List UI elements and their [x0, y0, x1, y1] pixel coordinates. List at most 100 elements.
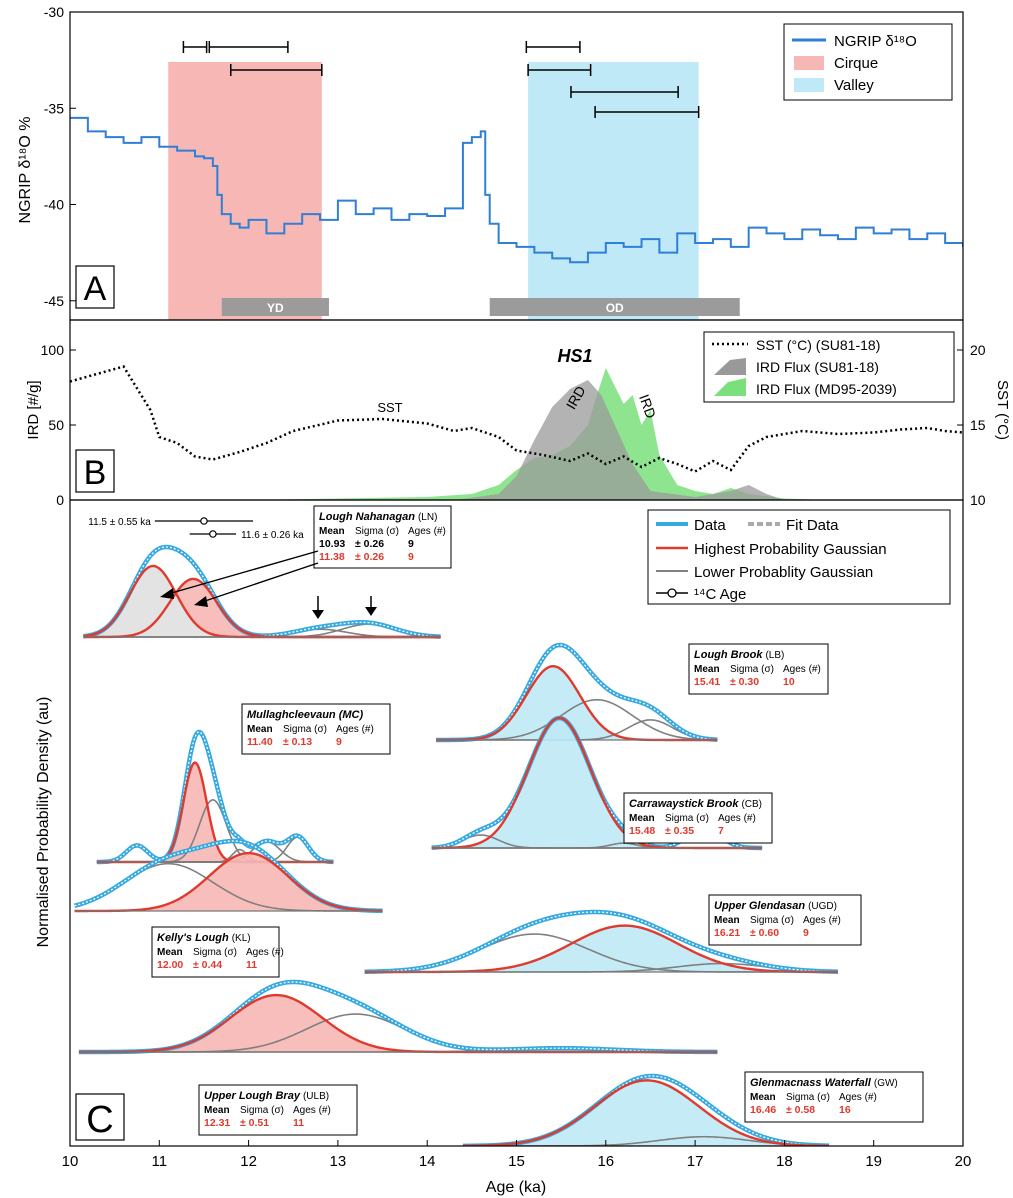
site-code: (LN): [418, 512, 437, 523]
c14-age-label: 11.6 ± 0.26 ka: [241, 530, 304, 541]
site-table-value: 11: [246, 959, 257, 971]
high-gaussian-line: [462, 1079, 830, 1146]
x-tick-label: 15: [508, 1153, 525, 1170]
site-table-header: Sigma (σ): [730, 664, 774, 675]
y-tick-label: 0: [56, 492, 64, 508]
high-gaussian-fill: [364, 925, 838, 972]
panel-c-ylabel: Normalised Probability Density (au): [35, 697, 52, 948]
y-tick-label: -45: [44, 293, 64, 309]
high-gaussian-fill: [462, 1080, 830, 1146]
site-table-box: [198, 1084, 358, 1136]
fit-data-curve: [436, 644, 718, 741]
site-table-value: 9: [336, 736, 342, 748]
x-tick-label: 17: [687, 1153, 704, 1170]
panel-b-y2label: SST (°C): [994, 380, 1011, 440]
legend-ird-su-label: IRD Flux (SU81-18): [756, 359, 879, 375]
site-curves: [83, 544, 441, 639]
sst-label: SST: [377, 400, 402, 415]
site-table-box: [151, 926, 280, 978]
site-code: (CB): [741, 799, 762, 810]
panel-a-ylabel: NGRIP δ¹⁸O %: [17, 117, 34, 224]
cirque-band: [168, 62, 322, 320]
y2-tick-label: 10: [970, 492, 986, 508]
site-table-value: 12.00: [157, 959, 183, 971]
panel-c-xlabel: Age (ka): [486, 1179, 546, 1196]
site-table-value: ± 0.13: [283, 736, 312, 748]
legend-ird-md-swatch: [714, 378, 746, 396]
site-table-header: Ages (#): [293, 1105, 331, 1116]
site-table-value: 12.31: [204, 1117, 230, 1129]
site-table-value: ± 0.26: [355, 538, 384, 550]
site-table-header: Sigma (σ): [786, 1092, 830, 1103]
high-gaussian-fill: [74, 853, 383, 911]
legend-fit-label: Fit Data: [786, 517, 839, 534]
site-table: Lough Brook (LB) Mean Sigma (σ) Ages (#) 15.4…: [688, 643, 829, 695]
site-table-box: [241, 703, 391, 755]
site-table-value: 15.48: [629, 825, 655, 837]
x-tick-label: 11: [152, 1153, 168, 1170]
y-tick-label: 50: [48, 417, 64, 433]
panel-c-letter: C: [86, 1099, 113, 1141]
site-table-value: ± 0.35: [665, 825, 694, 837]
x-tick-label: 16: [597, 1153, 614, 1170]
panel-b-ylabel: IRD [#/g]: [25, 380, 42, 439]
site-table-value: 11.40: [247, 736, 273, 748]
site-table-box: [313, 505, 452, 569]
site-table: Upper Lough Bray (ULB) Mean Sigma (σ) Ages (…: [198, 1084, 358, 1136]
hs1-label: HS1: [557, 346, 592, 366]
ln-arrow: [167, 550, 319, 595]
site-table-value: ± 0.44: [193, 959, 222, 971]
fit-data-curve: [96, 731, 334, 863]
site-curves: [436, 642, 718, 743]
n2-arrowhead: [365, 607, 377, 616]
site-table-value: 9: [408, 551, 414, 563]
site-table-box: [623, 792, 773, 844]
site-table-value: 16.21: [714, 927, 740, 939]
legend-high-label: Highest Probability Gaussian: [694, 541, 887, 558]
x-tick-label: 14: [419, 1153, 436, 1170]
site-table-header: Ages (#): [839, 1092, 877, 1103]
site-curves: [78, 979, 718, 1055]
high-gaussian-fill: [431, 718, 763, 848]
site-table-header: Mean: [157, 947, 183, 958]
legend-low-label: Lower Probablity Gaussian: [694, 564, 873, 581]
site-table-box: [688, 643, 829, 695]
site-table-value: 11.38: [319, 551, 345, 563]
site-table-header: Sigma (σ): [355, 526, 399, 537]
site-table-value: ± 0.30: [730, 676, 759, 688]
valley-band: [528, 62, 699, 320]
legend-sst-label: SST (°C) (SU81-18): [756, 337, 880, 353]
y-tick-label: 100: [41, 342, 65, 358]
legend-data-label: Data: [694, 517, 726, 534]
ln-arrowhead: [160, 588, 174, 599]
panel-b-letter: B: [84, 454, 107, 492]
y2-tick-label: 15: [970, 417, 986, 433]
stadial-bar: [489, 298, 740, 316]
data-curve: [78, 979, 718, 1055]
site-table-header: Ages (#): [246, 947, 284, 958]
panel-a-legend: NGRIP δ¹⁸O Cirque Valley: [783, 23, 953, 101]
fit-data-curve: [78, 981, 718, 1053]
site-name: Mullaghcleevaun (MC): [247, 709, 363, 721]
panel-a-letter: A: [84, 270, 107, 308]
site-table-header: Ages (#): [803, 915, 841, 926]
site-code: (UGD): [808, 901, 837, 912]
site-table-value: ± 0.51: [240, 1117, 269, 1129]
c14-age-point: [200, 517, 208, 525]
site-curves: [462, 1073, 830, 1146]
panel-b-legend: SST (°C) (SU81-18) IRD Flux (SU81-18) IR…: [703, 331, 955, 403]
site-name: Kelly's Lough: [157, 932, 229, 944]
ln-arrow: [201, 562, 319, 603]
site-table-header: Sigma (σ): [750, 915, 794, 926]
high-gaussian-fill: [78, 995, 718, 1052]
site-table-header: Sigma (σ): [240, 1105, 284, 1116]
ird-su81-area: [453, 380, 785, 500]
site-table-value: ± 0.58: [786, 1104, 815, 1116]
y-tick-label: -35: [44, 100, 64, 116]
high-gaussian-fill: [83, 565, 441, 637]
legend-ird-su-swatch: [714, 358, 746, 375]
site-name: Upper Lough Bray: [204, 1090, 301, 1102]
site-table-header: Mean: [694, 664, 720, 675]
panel-b: 0 50 100 10 15 20 IRD [#/g] SST (°C) HS1 SST…: [25, 319, 1011, 508]
x-tick-label: 18: [776, 1153, 793, 1170]
